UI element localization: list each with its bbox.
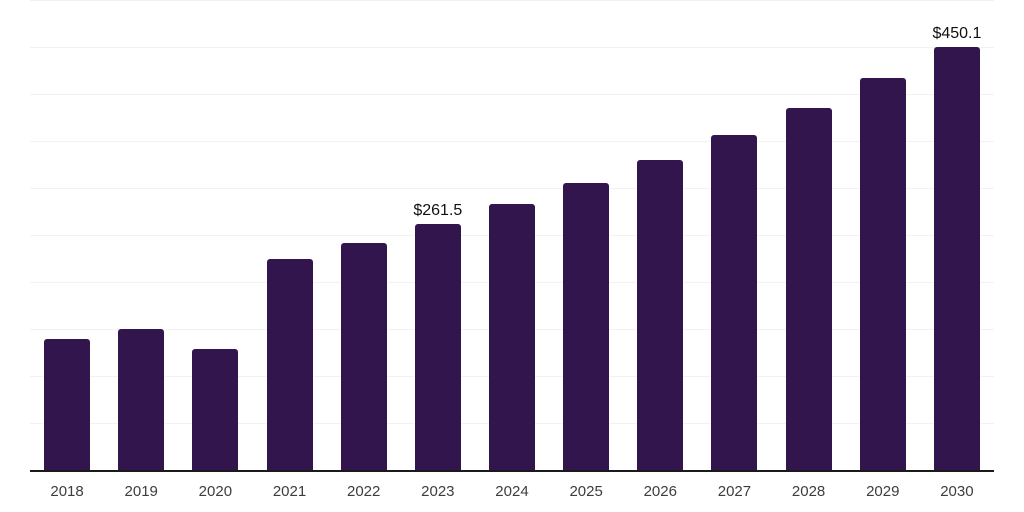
bar-2021 [266,259,313,470]
x-tick-label-2027: 2027 [717,483,752,500]
bar-2018 [44,339,91,470]
bar-slot-2021 [252,0,326,470]
data-label-2030: $450.1 [932,24,982,42]
x-tick-label-2019: 2019 [124,483,158,500]
bar-2029 [859,78,906,470]
gridline-400 [30,94,994,95]
x-tick-label-2022: 2022 [346,483,381,500]
bar-2022 [340,242,387,470]
bar-2019 [118,329,165,470]
bar-slot-2030: $450.1 [920,0,994,470]
x-axis: 2018 2019 2020 2021 2022 2023 2024 2025 2026 2027… [30,472,994,512]
x-tick-label-2018: 2018 [50,483,84,500]
bar-2030 [933,46,980,470]
bar-slot-2026 [623,0,697,470]
x-tick-label-2023: 2023 [421,483,455,500]
data-label-2023: $261.5 [413,202,463,220]
x-tick-label-2029: 2029 [866,483,900,500]
bar-slot-2028 [772,0,846,470]
x-tick-label-2028: 2028 [791,483,826,500]
bar-2024 [488,204,535,470]
bar-slot-2029 [846,0,920,470]
bar-2023 [414,224,461,470]
bar-slot-2027 [697,0,771,470]
x-tick-label-2020: 2020 [198,483,233,500]
bar-2028 [785,107,832,470]
bar-slot-2022 [327,0,401,470]
bar-slot-2019 [104,0,178,470]
x-tick-label-2030: 2030 [940,483,974,500]
gridline-350 [30,141,994,142]
gridline-300 [30,188,994,189]
gridline-500 [30,0,994,1]
bar-slot-2018 [30,0,104,470]
x-tick-label-2025: 2025 [569,483,603,500]
plot-area: $261.5 $450.1 [30,0,994,472]
bar-slot-2024 [475,0,549,470]
x-tick-label-2021: 2021 [272,483,307,500]
bar-2026 [637,159,684,470]
bar-slot-2025 [549,0,623,470]
x-tick-label-2024: 2024 [495,483,529,500]
x-tick-label-2026: 2026 [643,483,677,500]
gridline-450 [30,47,994,48]
bar-slot-2023: $261.5 [401,0,475,470]
bar-2020 [192,348,239,470]
bar-2025 [563,182,610,470]
bar-2027 [711,134,758,470]
bar-slot-2020 [178,0,252,470]
